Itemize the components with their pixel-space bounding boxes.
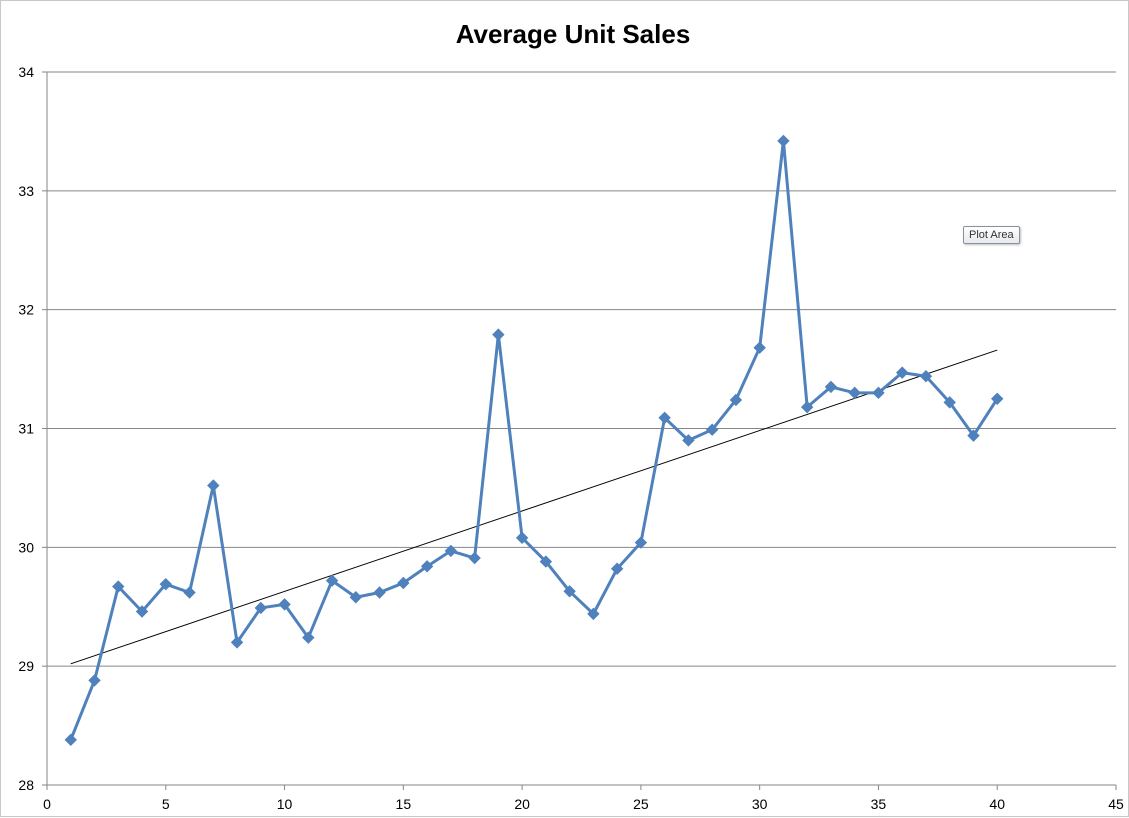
plot-area-tooltip: Plot Area [963,226,1020,244]
x-tick-label: 15 [396,796,412,812]
data-point-marker [563,585,576,598]
data-point-marker [967,429,980,442]
data-point-marker [302,631,315,644]
data-point-marker [800,400,814,414]
x-tick-label: 0 [43,796,51,812]
data-point-marker [444,544,458,558]
data-point-marker [515,531,529,545]
data-point-marker [254,601,268,615]
y-tick-label: 28 [18,777,34,793]
linear-trendline [70,349,998,665]
chart-title: Average Unit Sales [456,19,691,49]
data-point-marker [753,341,766,354]
data-point-marker [610,562,624,575]
y-tick-label: 30 [18,539,34,555]
series-layer [64,134,1004,747]
data-point-marker [468,551,481,565]
data-point-marker [349,591,363,604]
y-tick-label: 32 [18,302,34,318]
gridlines [47,71,1116,667]
data-point-marker [135,605,149,618]
data-point-marker [943,396,956,409]
series-line [69,139,999,742]
x-tick-label: 40 [989,796,1005,812]
data-point-marker [112,580,125,593]
x-tick-label: 20 [514,796,530,812]
data-point-marker [183,586,196,599]
data-point-marker [682,434,695,447]
y-tick-label: 34 [18,64,34,80]
x-tick-label: 35 [871,796,887,812]
x-tick-label: 10 [277,796,293,812]
data-point-marker [278,598,291,611]
x-tick-label: 25 [633,796,649,812]
data-point-marker [848,386,861,400]
data-point-marker [325,574,339,587]
data-point-marker [373,586,386,599]
x-tick-label: 45 [1108,796,1124,812]
x-tick-label: 5 [162,796,170,812]
data-point-marker [64,733,77,747]
data-point-marker [230,636,244,649]
data-point-marker [88,674,101,687]
x-tick-label: 30 [752,796,768,812]
data-point-marker [895,366,909,379]
data-point-marker [824,380,838,394]
data-point-marker [587,607,600,621]
trendline-layer [70,349,998,665]
data-point-marker [777,134,790,148]
y-tick-label: 33 [18,183,34,199]
data-point-marker [539,555,553,568]
data-point-marker [658,411,671,425]
data-point-marker [397,576,410,590]
axes: 28 29 30 31 32 33 34 0 5 10 15 20 25 30 35 40 45 [18,64,1124,812]
data-point-marker [492,328,505,341]
data-point-marker [705,423,719,436]
data-point-marker [159,577,172,591]
data-point-marker [872,386,885,400]
data-point-marker [207,479,220,492]
data-point-marker [729,393,743,407]
y-tick-label: 31 [18,421,34,437]
data-point-marker [991,392,1004,405]
data-point-marker [919,370,933,383]
data-point-marker [634,536,648,549]
data-point-marker [420,560,434,573]
y-tick-label: 29 [18,658,34,674]
